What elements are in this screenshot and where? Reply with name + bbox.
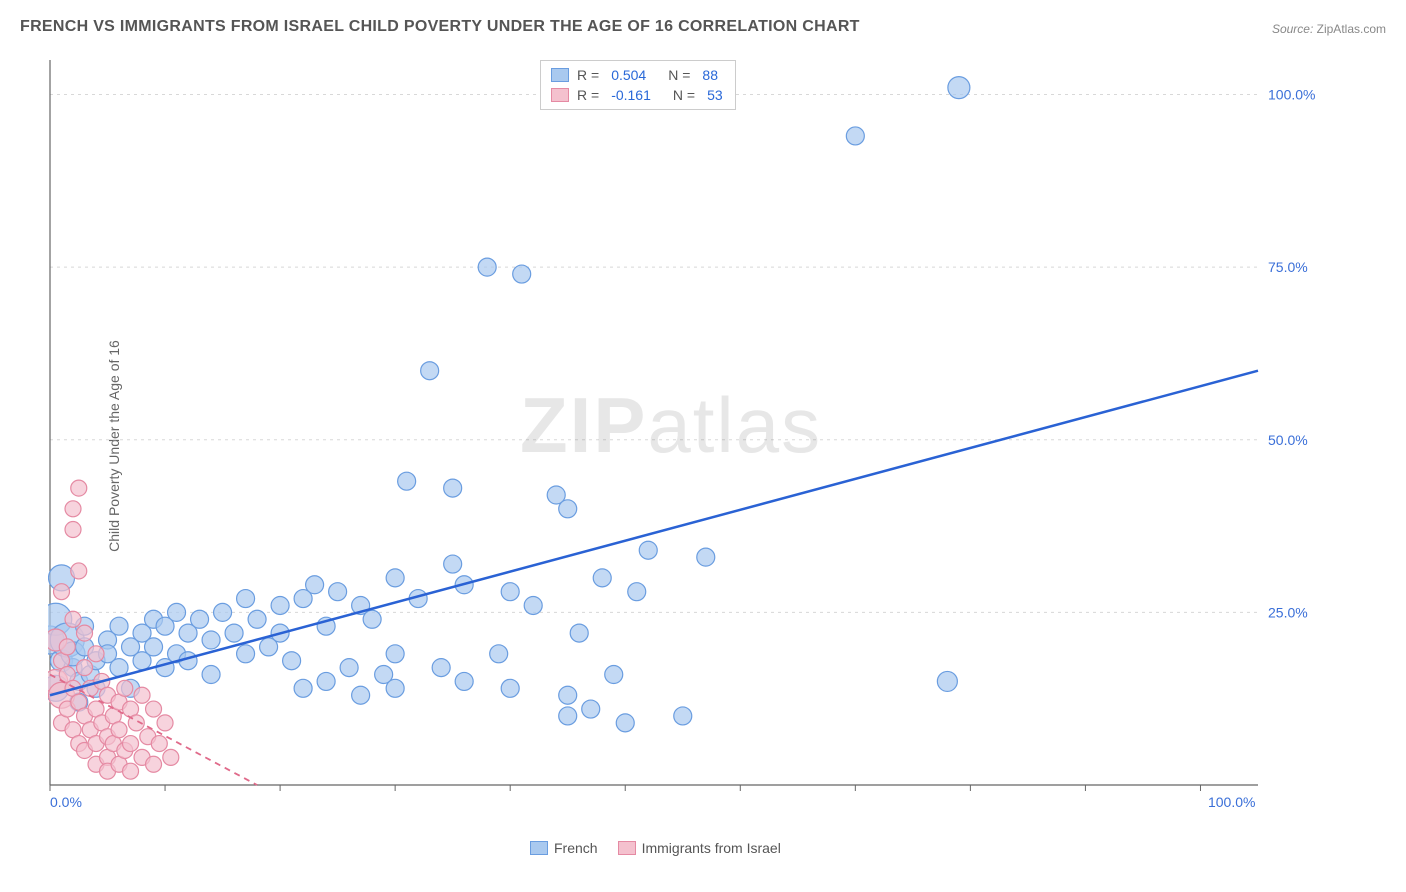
stats-row-israel: R = -0.161 N = 53 [551, 85, 723, 105]
source-value: ZipAtlas.com [1317, 22, 1386, 36]
stats-row-french: R = 0.504 N = 88 [551, 65, 723, 85]
swatch-israel [551, 88, 569, 102]
r-label: R = [577, 87, 599, 103]
legend-label-israel: Immigrants from Israel [642, 840, 781, 856]
stats-legend: R = 0.504 N = 88 R = -0.161 N = 53 [540, 60, 736, 110]
svg-text:100.0%: 100.0% [1268, 87, 1315, 103]
n-label: N = [673, 87, 695, 103]
n-label: N = [668, 67, 690, 83]
legend-item-french: French [530, 840, 598, 856]
legend-label-french: French [554, 840, 598, 856]
r-value-french: 0.504 [611, 67, 646, 83]
legend-item-israel: Immigrants from Israel [618, 840, 781, 856]
r-label: R = [577, 67, 599, 83]
svg-text:25.0%: 25.0% [1268, 604, 1308, 620]
legend-swatch-french [530, 841, 548, 855]
chart-container: FRENCH VS IMMIGRANTS FROM ISRAEL CHILD P… [0, 0, 1406, 892]
n-value-israel: 53 [707, 87, 723, 103]
legend-swatch-israel [618, 841, 636, 855]
source-attribution: Source: ZipAtlas.com [1272, 22, 1386, 36]
plot-area: 25.0% 50.0% 75.0% 100.0% 0.0% 100.0% [48, 55, 1388, 835]
chart-title: FRENCH VS IMMIGRANTS FROM ISRAEL CHILD P… [20, 18, 860, 36]
svg-text:75.0%: 75.0% [1268, 259, 1308, 275]
series-legend: French Immigrants from Israel [530, 840, 781, 856]
source-label: Source: [1272, 22, 1313, 36]
svg-text:100.0%: 100.0% [1208, 794, 1255, 810]
scatter-chart-svg: 25.0% 50.0% 75.0% 100.0% 0.0% 100.0% [48, 55, 1328, 815]
svg-text:50.0%: 50.0% [1268, 432, 1308, 448]
svg-text:0.0%: 0.0% [50, 794, 82, 810]
n-value-french: 88 [702, 67, 718, 83]
r-value-israel: -0.161 [611, 87, 651, 103]
swatch-french [551, 68, 569, 82]
